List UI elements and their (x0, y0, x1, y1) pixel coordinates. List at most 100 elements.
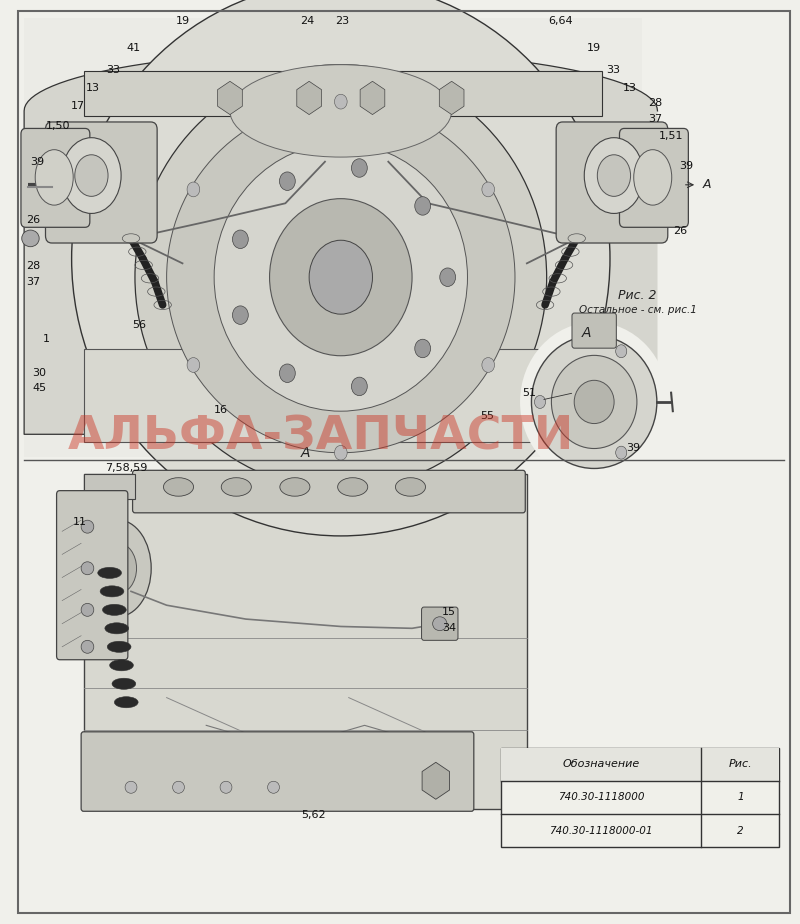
Ellipse shape (163, 478, 194, 496)
FancyBboxPatch shape (21, 128, 90, 227)
Text: 28: 28 (26, 261, 40, 271)
Text: 1: 1 (737, 793, 744, 802)
Ellipse shape (414, 197, 430, 215)
Text: 19: 19 (175, 17, 190, 26)
Text: 34: 34 (442, 624, 456, 633)
Ellipse shape (309, 240, 373, 314)
Ellipse shape (270, 199, 412, 356)
Text: А: А (702, 178, 711, 191)
Ellipse shape (81, 520, 94, 533)
Ellipse shape (267, 782, 279, 793)
Text: 37: 37 (26, 277, 40, 286)
Text: 2: 2 (737, 826, 744, 835)
Ellipse shape (84, 519, 151, 617)
Ellipse shape (440, 268, 456, 286)
Ellipse shape (634, 150, 672, 205)
Text: АЛЬФА-ЗАПЧАСТИ: АЛЬФА-ЗАПЧАСТИ (68, 415, 574, 459)
Ellipse shape (135, 65, 546, 490)
FancyBboxPatch shape (83, 71, 602, 116)
Ellipse shape (187, 182, 200, 197)
Ellipse shape (102, 604, 126, 615)
Text: 26: 26 (26, 215, 40, 225)
Polygon shape (24, 51, 658, 434)
FancyBboxPatch shape (83, 474, 527, 808)
Text: 55: 55 (480, 411, 494, 420)
Ellipse shape (114, 697, 138, 708)
Ellipse shape (584, 138, 644, 213)
Ellipse shape (482, 182, 494, 197)
Text: 16: 16 (214, 406, 227, 415)
Text: 56: 56 (132, 321, 146, 330)
Text: 13: 13 (622, 83, 637, 92)
Ellipse shape (74, 154, 108, 196)
Text: 39: 39 (30, 157, 45, 166)
FancyBboxPatch shape (133, 470, 526, 513)
Ellipse shape (351, 159, 367, 177)
Ellipse shape (414, 339, 430, 358)
Ellipse shape (230, 65, 452, 157)
Ellipse shape (62, 138, 121, 213)
Text: 7,58,59: 7,58,59 (105, 464, 147, 473)
Text: 39: 39 (626, 444, 641, 453)
Ellipse shape (616, 446, 626, 459)
Text: Остальное - см. рис.1: Остальное - см. рис.1 (578, 306, 697, 315)
Text: Рис.: Рис. (729, 760, 752, 769)
Text: 24: 24 (301, 17, 314, 26)
Text: 13: 13 (86, 83, 100, 92)
Ellipse shape (222, 478, 251, 496)
Text: 740.30-1118000: 740.30-1118000 (558, 793, 644, 802)
FancyBboxPatch shape (556, 122, 668, 243)
Text: 1: 1 (43, 334, 50, 344)
Text: 740.30-1118000-01: 740.30-1118000-01 (550, 826, 653, 835)
Ellipse shape (531, 335, 657, 468)
Ellipse shape (616, 345, 626, 358)
Text: 23: 23 (335, 17, 350, 26)
Ellipse shape (534, 395, 546, 408)
Text: А: А (582, 325, 591, 340)
Ellipse shape (214, 143, 467, 411)
Ellipse shape (81, 640, 94, 653)
Text: 45: 45 (32, 383, 46, 393)
FancyBboxPatch shape (619, 128, 688, 227)
Ellipse shape (98, 567, 122, 578)
Ellipse shape (334, 445, 347, 460)
Ellipse shape (551, 356, 637, 448)
FancyBboxPatch shape (501, 748, 779, 781)
Ellipse shape (279, 172, 295, 190)
Ellipse shape (433, 617, 447, 630)
Polygon shape (60, 474, 135, 656)
Text: 19: 19 (587, 43, 602, 53)
FancyBboxPatch shape (81, 732, 474, 811)
FancyBboxPatch shape (57, 491, 128, 660)
Ellipse shape (395, 478, 426, 496)
Text: 5,62: 5,62 (301, 810, 326, 820)
Ellipse shape (280, 478, 310, 496)
Ellipse shape (220, 782, 232, 793)
FancyBboxPatch shape (572, 313, 616, 348)
Ellipse shape (598, 154, 630, 196)
Text: 41: 41 (126, 43, 141, 53)
Ellipse shape (22, 230, 39, 247)
Text: 1,51: 1,51 (659, 131, 683, 140)
Ellipse shape (81, 562, 94, 575)
Ellipse shape (520, 322, 668, 481)
Text: 51: 51 (522, 388, 536, 397)
Ellipse shape (166, 102, 515, 453)
Ellipse shape (338, 478, 368, 496)
Ellipse shape (105, 623, 129, 634)
Text: 30: 30 (32, 369, 46, 378)
Ellipse shape (98, 542, 137, 594)
FancyBboxPatch shape (422, 607, 458, 640)
Ellipse shape (351, 377, 367, 395)
Text: 1,50: 1,50 (46, 121, 70, 130)
Text: 28: 28 (648, 99, 662, 108)
Text: А: А (301, 445, 310, 460)
Ellipse shape (482, 358, 494, 372)
Ellipse shape (81, 603, 94, 616)
Ellipse shape (112, 678, 136, 689)
Ellipse shape (35, 150, 74, 205)
Text: 11: 11 (74, 517, 87, 527)
FancyBboxPatch shape (46, 122, 157, 243)
Text: 33: 33 (606, 66, 620, 75)
Text: Обозначение: Обозначение (562, 760, 640, 769)
